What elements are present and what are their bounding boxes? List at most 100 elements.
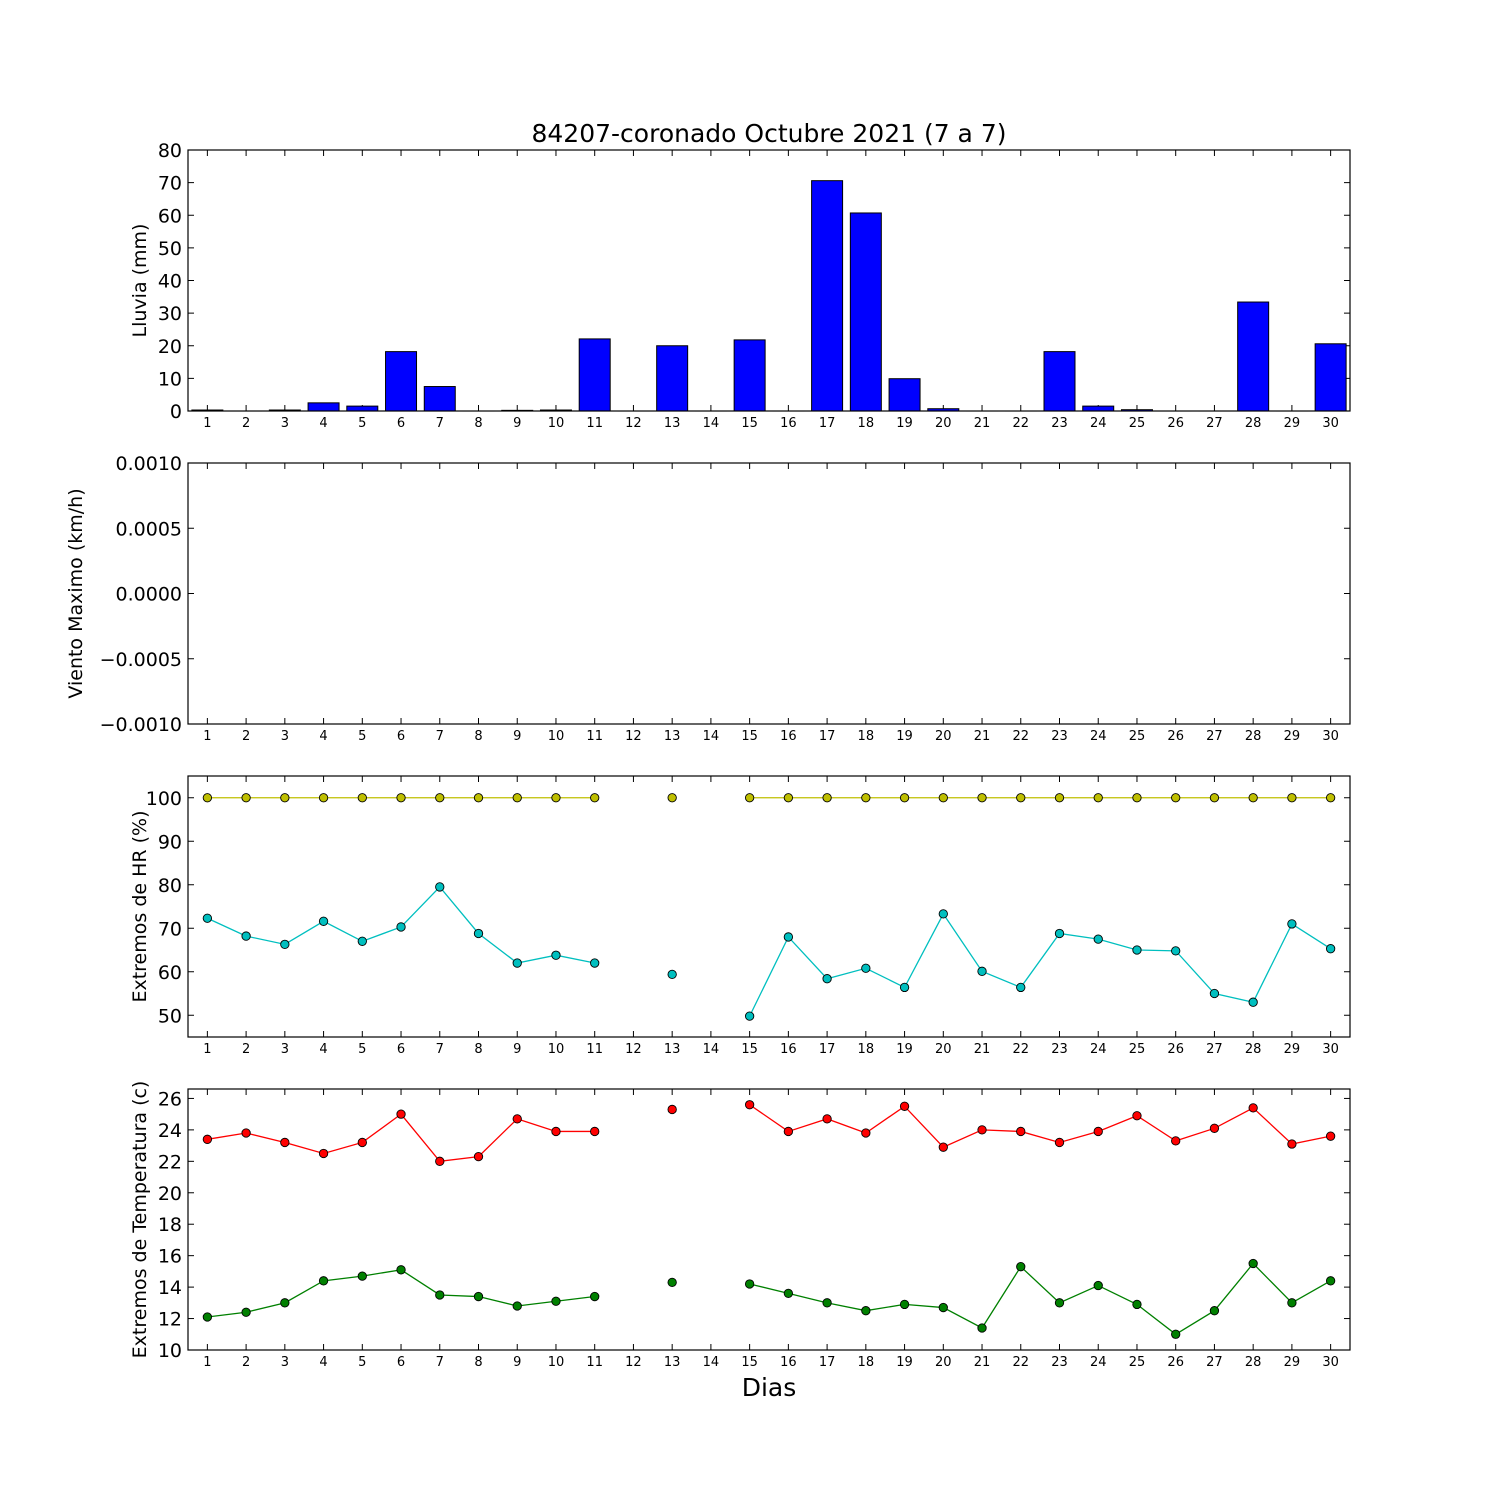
series-0-point-day-17	[822, 793, 832, 803]
x-tick-label: 26	[1167, 1042, 1184, 1057]
series-1-point-day-25	[1132, 1299, 1142, 1310]
series-0-point-day-8	[473, 793, 484, 803]
x-tick-label: 4	[319, 1042, 327, 1057]
bar-day-11	[578, 338, 611, 412]
plot-frame	[187, 1088, 1351, 1351]
series-0-point-day-11	[590, 793, 600, 803]
y-tick-label: 10	[158, 368, 182, 390]
x-tick-label: 17	[819, 1355, 836, 1370]
x-tick-label: 23	[1051, 729, 1068, 744]
series-1-point-day-16	[783, 1288, 794, 1299]
x-tick-label: 28	[1245, 416, 1262, 431]
series-1-point-day-16	[783, 932, 794, 942]
series-0-point-day-6	[396, 793, 406, 803]
x-tick-label: 30	[1322, 1042, 1339, 1057]
x-tick-label: 9	[513, 416, 521, 431]
series-1-point-day-11	[590, 958, 600, 968]
x-tick-label: 14	[703, 1042, 720, 1057]
x-tick-label: 24	[1090, 1355, 1107, 1370]
series-0-point-day-1	[202, 1134, 213, 1144]
series-1-point-day-7	[435, 1290, 445, 1300]
x-tick-label: 9	[513, 1355, 521, 1370]
series-1-line	[749, 912, 1331, 1017]
x-tick-label: 27	[1206, 1042, 1223, 1057]
x-tick-label: 1	[203, 1355, 211, 1370]
bar-day-6	[385, 351, 418, 412]
x-tick-label: 11	[586, 416, 603, 431]
x-tick-label: 10	[548, 416, 565, 431]
series-0-point-day-3	[280, 793, 290, 803]
x-tick-label: 8	[474, 416, 482, 431]
y-tick-label: 10	[158, 1340, 182, 1362]
x-tick-label: 18	[858, 416, 875, 431]
series-1-point-day-20	[938, 1302, 948, 1313]
x-tick-label: 20	[935, 416, 952, 431]
y-tick-label: 0.0000	[116, 584, 182, 606]
series-0-point-day-7	[435, 793, 445, 803]
x-tick-label: 30	[1322, 1355, 1339, 1370]
series-0-point-day-19	[899, 1101, 910, 1111]
bar-day-23	[1043, 351, 1076, 412]
y-tick-label: 26	[158, 1088, 182, 1110]
x-tick-label: 17	[819, 416, 836, 431]
series-1-point-day-30	[1325, 1276, 1336, 1286]
x-tick-label: 15	[741, 416, 758, 431]
series-0-point-day-17	[822, 1114, 832, 1124]
x-tick-label: 22	[1012, 416, 1029, 431]
x-tick-label: 10	[548, 1355, 565, 1370]
series-1-point-day-6	[396, 1265, 406, 1275]
x-tick-label: 9	[513, 729, 521, 744]
series-1-point-day-22	[1016, 1262, 1026, 1272]
series-0-point-day-23	[1054, 793, 1065, 803]
x-tick-label: 18	[858, 729, 875, 744]
x-tick-label: 14	[703, 416, 720, 431]
series-0-point-day-27	[1209, 793, 1220, 803]
y-tick-label: 90	[158, 831, 182, 853]
series-1-line	[207, 1269, 595, 1318]
x-tick-label: 19	[896, 416, 913, 431]
series-0-point-day-16	[783, 1126, 794, 1137]
x-tick-label: 22	[1012, 1355, 1029, 1370]
x-tick-label: 15	[741, 1042, 758, 1057]
series-1-point-day-3	[280, 939, 290, 949]
series-1-point-day-19	[899, 982, 910, 993]
series-1-point-day-9	[512, 958, 522, 968]
y-tick-label: 70	[158, 918, 182, 940]
x-tick-label: 13	[664, 1042, 681, 1057]
series-0-point-day-2	[241, 793, 251, 803]
x-tick-label: 19	[896, 1355, 913, 1370]
series-1-point-day-27	[1209, 1306, 1220, 1316]
x-tick-label: 3	[281, 1355, 289, 1370]
series-0-point-day-9	[512, 1114, 522, 1124]
series-0-point-day-28	[1248, 1103, 1258, 1113]
y-tick-label: 16	[158, 1246, 182, 1268]
x-tick-label: 20	[935, 729, 952, 744]
series-0-point-day-23	[1054, 1137, 1065, 1148]
y-tick-label: 60	[158, 205, 182, 227]
y-tick-label: 30	[158, 303, 182, 325]
x-tick-label: 25	[1129, 1042, 1146, 1057]
bar-day-7	[423, 386, 456, 412]
x-tick-label: 6	[397, 416, 405, 431]
series-0-point-day-10	[551, 1126, 561, 1137]
series-0-point-day-21	[977, 793, 987, 803]
x-tick-label: 20	[935, 1355, 952, 1370]
x-tick-label: 1	[203, 729, 211, 744]
series-1-point-day-10	[551, 1296, 561, 1306]
y-tick-label: 14	[158, 1277, 182, 1299]
series-0-point-day-22	[1016, 793, 1026, 803]
y-tick-label: 0.0010	[116, 453, 182, 475]
plot-frame	[187, 149, 1351, 412]
x-tick-label: 5	[358, 416, 366, 431]
series-0-line	[207, 1113, 595, 1163]
series-0-point-day-21	[977, 1125, 987, 1135]
series-1-point-day-1	[202, 913, 213, 923]
bar-day-5	[346, 405, 379, 412]
y-tick-label: 24	[158, 1120, 182, 1142]
x-tick-label: 26	[1167, 1355, 1184, 1370]
series-1-point-day-11	[590, 1291, 600, 1302]
x-tick-label: 7	[436, 729, 444, 744]
series-1-point-day-24	[1093, 1280, 1103, 1291]
x-axis-label: Dias	[742, 1373, 797, 1402]
x-tick-label: 26	[1167, 729, 1184, 744]
